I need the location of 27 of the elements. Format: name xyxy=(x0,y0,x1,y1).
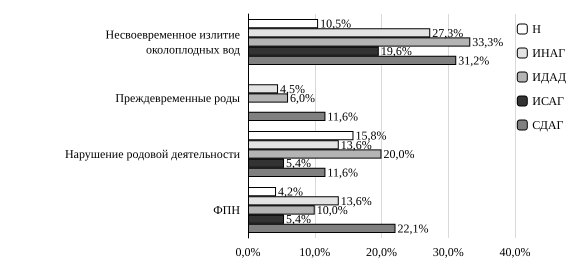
legend-label: ИСАГ xyxy=(532,94,564,108)
legend-label: СДАГ xyxy=(532,118,564,132)
data-label: 22,1% xyxy=(398,221,429,236)
data-label: 10,5% xyxy=(320,16,352,31)
data-label: 31,2% xyxy=(458,53,490,68)
legend-label: ИДАД xyxy=(532,70,566,84)
x-tick-label: 40,0% xyxy=(500,245,530,259)
data-label: 5,4% xyxy=(286,156,312,170)
data-label: 5,4% xyxy=(286,212,312,226)
x-tick-label: 0,0% xyxy=(236,245,260,259)
y-tick-label: Преждевременные роды xyxy=(115,91,240,105)
data-label: 4,5% xyxy=(280,82,306,96)
y-tick-label: Нарушение родовой деятельности xyxy=(64,147,241,161)
legend-label: Н xyxy=(532,22,542,36)
x-tick-label: 20,0% xyxy=(366,245,397,259)
data-label: 33,3% xyxy=(472,35,504,49)
y-tick-label: ФПН xyxy=(213,203,240,217)
data-label: 4,2% xyxy=(278,184,304,199)
x-tick-label: 30,0% xyxy=(432,245,464,259)
y-tick-label: Несвоевременное излитие околоплодных вод xyxy=(106,28,240,56)
data-label: 11,6% xyxy=(327,165,358,180)
x-tick-label: 10,0% xyxy=(299,245,330,259)
data-label: 11,6% xyxy=(327,109,358,124)
data-label: 19,6% xyxy=(380,44,412,58)
data-label: 27,3% xyxy=(432,26,464,40)
legend-label: ИНАГ xyxy=(532,46,566,60)
data-label: 20,0% xyxy=(384,147,414,161)
